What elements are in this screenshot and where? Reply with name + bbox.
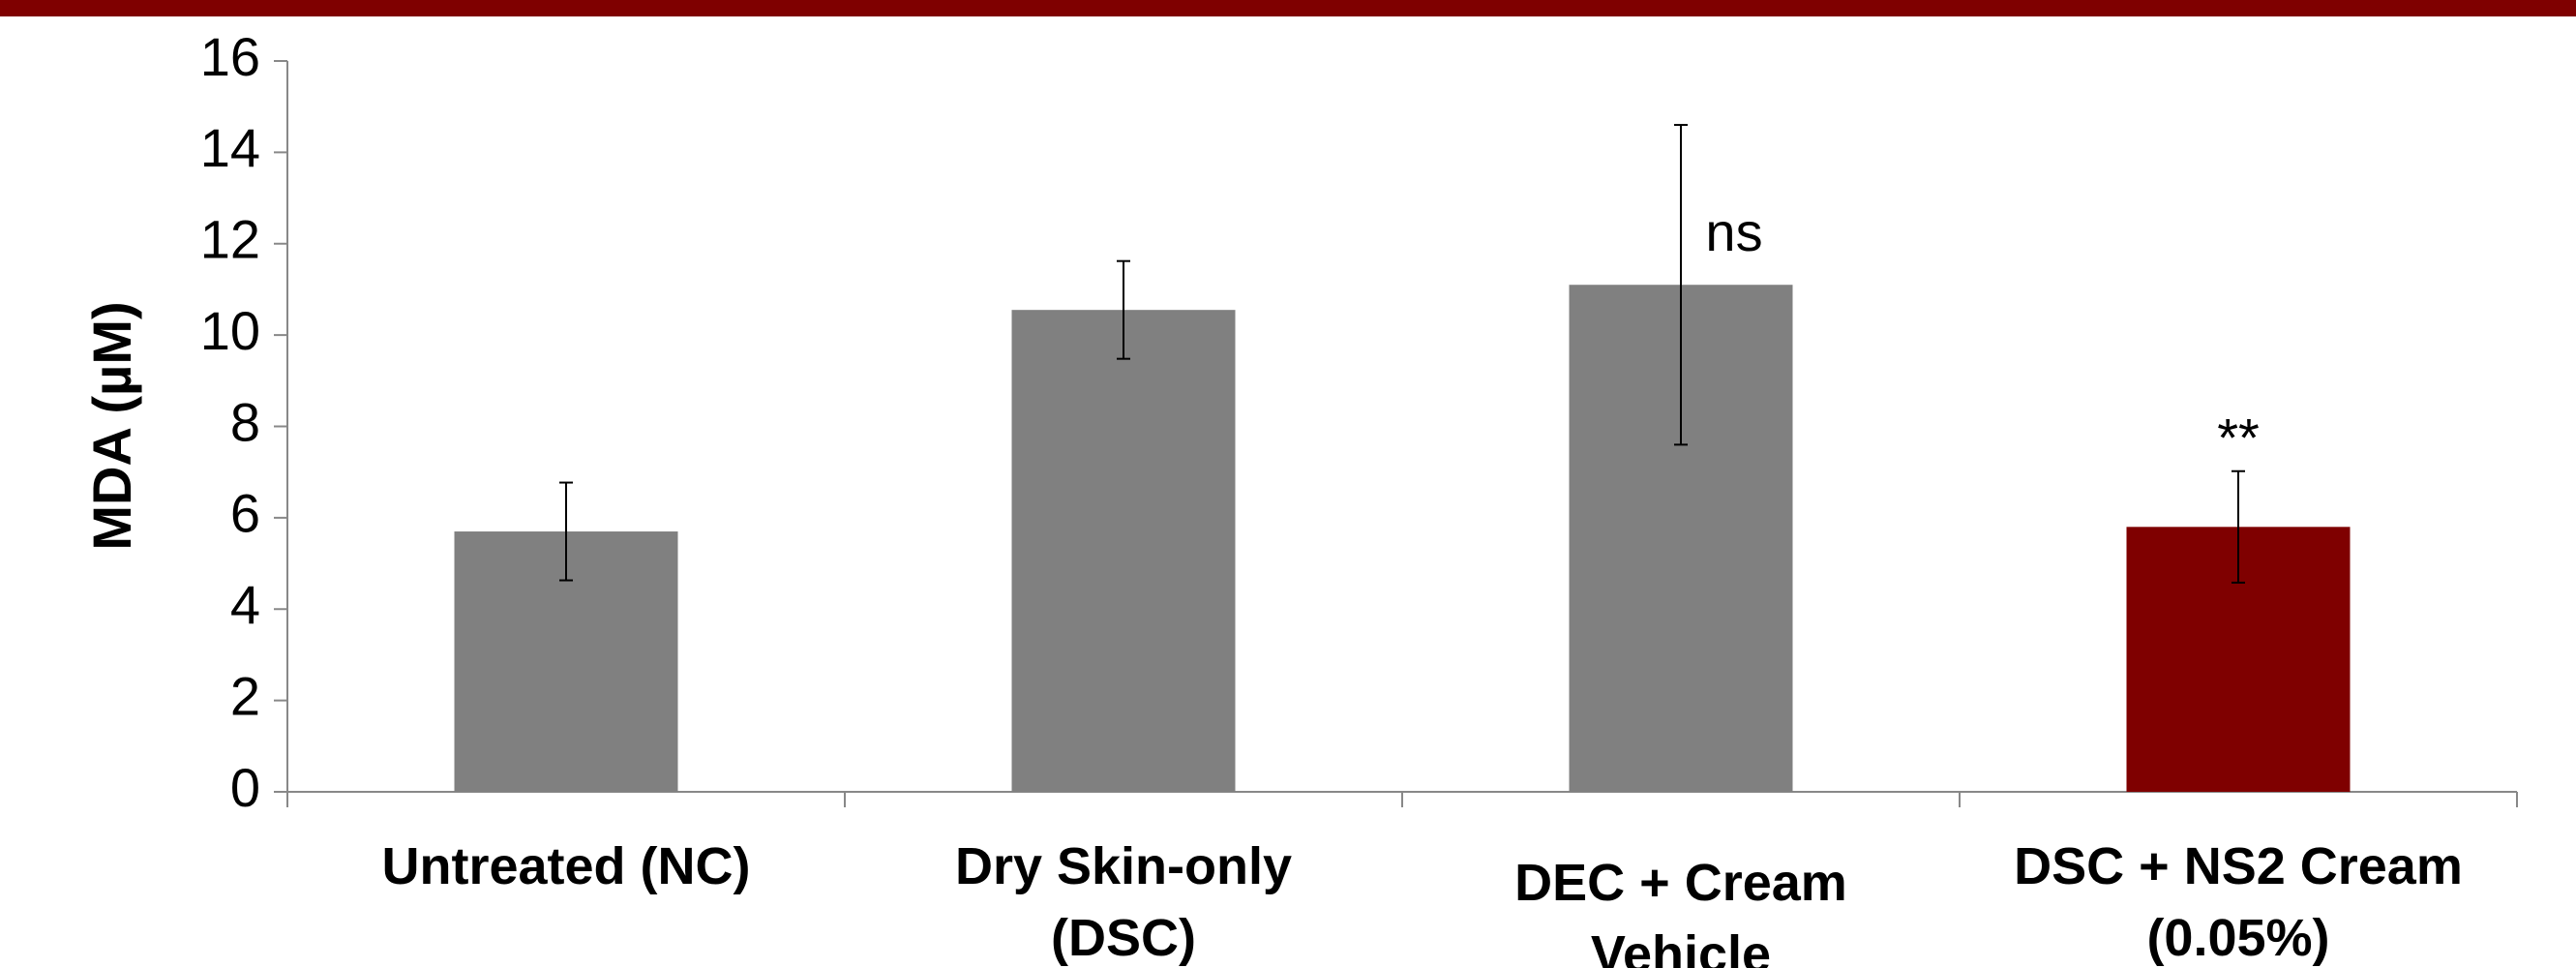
x-tick-label: DSC + NS2 Cream (0.05%) xyxy=(2014,837,2463,967)
y-tick-label: 6 xyxy=(230,483,260,544)
annotation: ** xyxy=(2217,408,2260,469)
y-tick-label: 0 xyxy=(230,757,260,818)
y-tick-label: 10 xyxy=(200,300,260,361)
y-tick-label: 12 xyxy=(200,209,260,270)
y-axis-label: MDA (µM) xyxy=(81,301,142,550)
x-tick-label: Untreated (NC) xyxy=(381,837,751,895)
y-tick-label: 8 xyxy=(230,391,260,452)
y-tick-label: 2 xyxy=(230,665,260,726)
y-tick-label: 4 xyxy=(230,574,260,635)
x-tick-label: DEC + Cream Vehicle xyxy=(1514,854,1847,968)
bar xyxy=(1011,310,1236,792)
y-tick-label: 14 xyxy=(200,117,260,178)
top-bar xyxy=(0,0,2576,16)
x-tick-label: Dry Skin-only (DSC) xyxy=(954,837,1293,967)
annotation: ns xyxy=(1705,201,1762,262)
y-tick-label: 16 xyxy=(200,26,260,87)
